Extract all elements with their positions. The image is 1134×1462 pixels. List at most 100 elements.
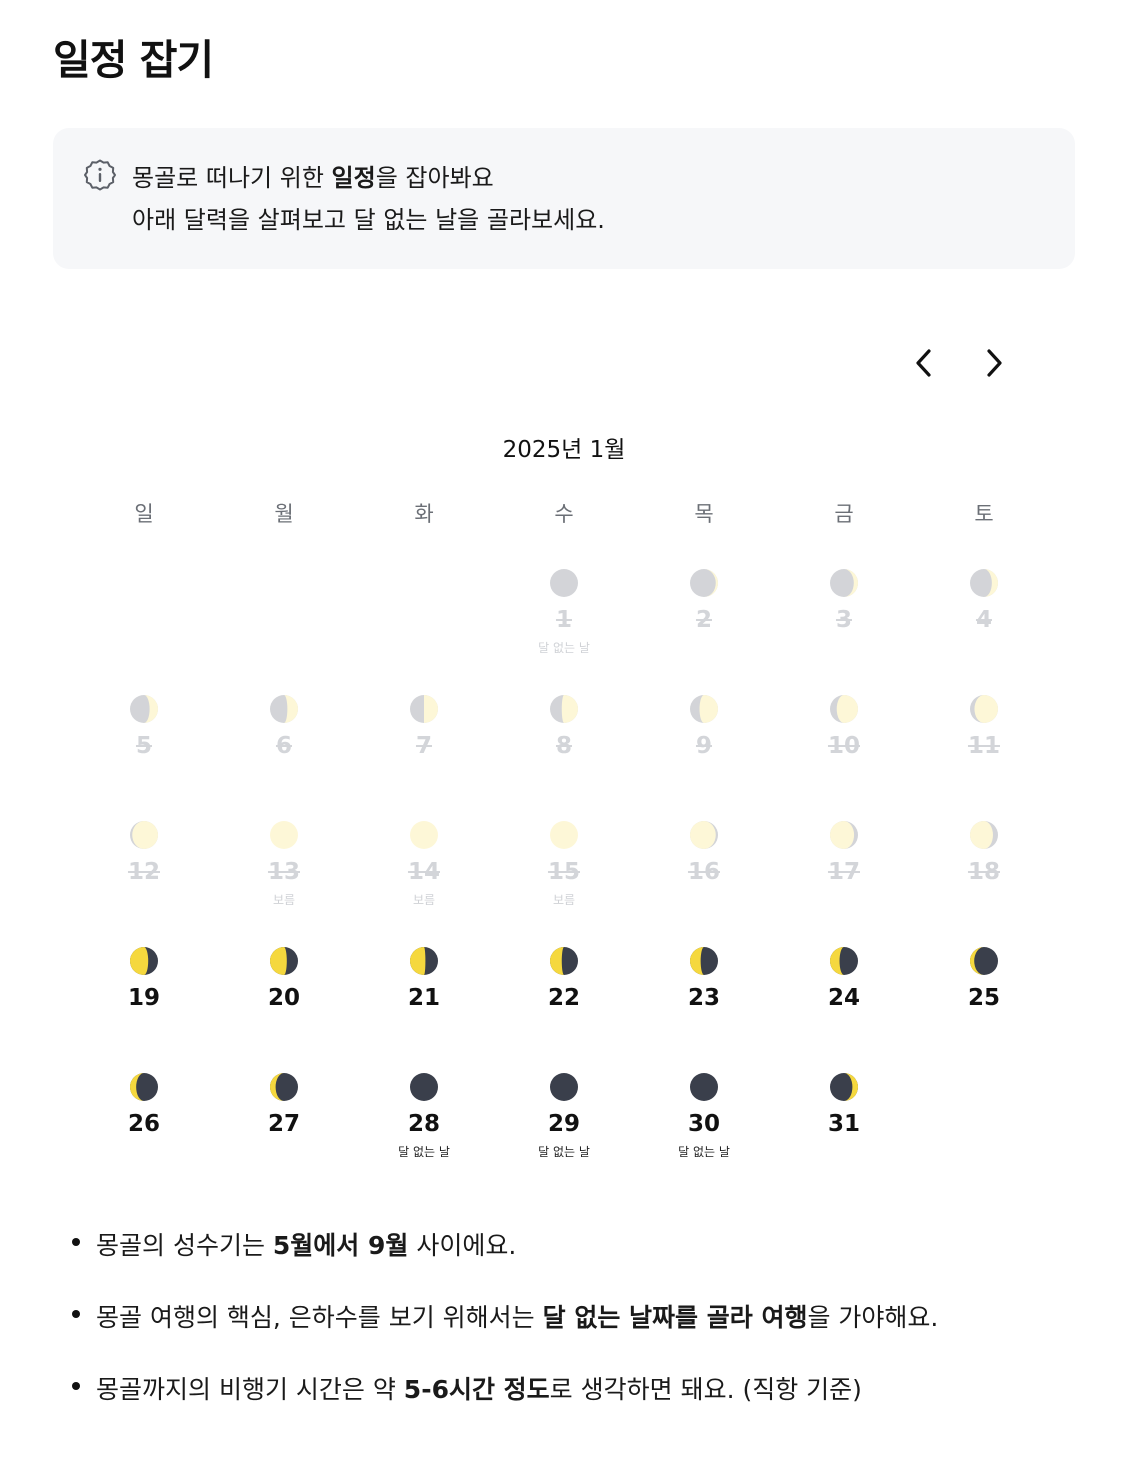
- chevron-right-icon: [987, 349, 1002, 377]
- tip-text: 몽골의 성수기는 5월에서 9월 사이에요.: [96, 1226, 516, 1262]
- tip-segment: 을 가야해요.: [807, 1303, 939, 1332]
- moon-phase-icon: [410, 695, 438, 723]
- calendar-day-20[interactable]: 20: [214, 938, 354, 1064]
- moon-phase-icon: [270, 695, 298, 723]
- info-line-1-segment: 일정: [331, 164, 376, 192]
- calendar-day-31[interactable]: 31: [774, 1064, 914, 1190]
- page-title: 일정 잡기: [53, 36, 214, 84]
- day-number: 11: [967, 733, 1000, 759]
- calendar-day-15: 15 보름: [494, 812, 634, 938]
- day-number: 28: [407, 1111, 440, 1137]
- calendar-day-22[interactable]: 22: [494, 938, 634, 1064]
- moon-phase-icon: [830, 569, 858, 597]
- day-number: 3: [835, 607, 852, 633]
- day-number: 2: [695, 607, 712, 633]
- moon-phase-icon: [690, 947, 718, 975]
- day-number: 27: [267, 1111, 300, 1137]
- info-banner: 몽골로 떠나기 위한 일정을 잡아봐요 아래 달력을 살펴보고 달 없는 날을 …: [53, 128, 1075, 269]
- calendar-day-11: 11: [914, 686, 1054, 812]
- calendar-day-21[interactable]: 21: [354, 938, 494, 1064]
- calendar-day-4: 4: [914, 560, 1054, 686]
- day-number: 4: [975, 607, 992, 633]
- bullet-dot: [72, 1310, 80, 1318]
- tip-segment: 사이에요.: [408, 1231, 517, 1260]
- calendar-day-5: 5: [74, 686, 214, 812]
- calendar-day-10: 10: [774, 686, 914, 812]
- moon-phase-icon: [270, 821, 298, 849]
- moon-phase-icon: [550, 947, 578, 975]
- day-number: 23: [687, 985, 720, 1011]
- day-number: 18: [967, 859, 1000, 885]
- weekday-label: 월: [274, 502, 294, 526]
- moon-phase-icon: [830, 821, 858, 849]
- day-number: 31: [827, 1111, 860, 1137]
- moon-phase-icon: [830, 1073, 858, 1101]
- day-number: 22: [547, 985, 580, 1011]
- day-number: 17: [827, 859, 860, 885]
- moon-phase-icon: [830, 695, 858, 723]
- calendar-day-17: 17: [774, 812, 914, 938]
- info-line-1-segment: 몽골로 떠나기 위한: [132, 164, 332, 192]
- moon-phase-icon: [130, 947, 158, 975]
- calendar-day-8: 8: [494, 686, 634, 812]
- weekday-label: 화: [414, 502, 434, 526]
- tip-text: 몽골 여행의 핵심, 은하수를 보기 위해서는 달 없는 날짜를 골라 여행을 …: [96, 1298, 938, 1334]
- calendar-day-27[interactable]: 27: [214, 1064, 354, 1190]
- moon-phase-icon: [410, 1073, 438, 1101]
- info-line-1-segment: 을 잡아봐요: [375, 164, 494, 192]
- tip-segment: 몽골까지의 비행기 시간은 약: [96, 1375, 404, 1404]
- calendar-day-14: 14 보름: [354, 812, 494, 938]
- weekday-label: 목: [694, 502, 714, 526]
- calendar-day-13: 13 보름: [214, 812, 354, 938]
- calendar-day-18: 18: [914, 812, 1054, 938]
- day-number: 13: [267, 859, 300, 885]
- info-line-2: 아래 달력을 살펴보고 달 없는 날을 골라보세요.: [132, 206, 605, 234]
- moon-phase-icon: [130, 695, 158, 723]
- calendar-day-6: 6: [214, 686, 354, 812]
- day-number: 30: [687, 1111, 720, 1137]
- moon-phase-icon: [550, 1073, 578, 1101]
- day-number: 26: [127, 1111, 160, 1137]
- weekday-label: 토: [974, 502, 994, 526]
- info-icon: [84, 159, 116, 191]
- day-number: 24: [827, 985, 860, 1011]
- info-line-1: 몽골로 떠나기 위한 일정을 잡아봐요: [132, 158, 494, 193]
- moon-phase-icon: [270, 1073, 298, 1101]
- moon-phase-icon: [550, 821, 578, 849]
- moon-phase-icon: [410, 821, 438, 849]
- calendar-day-28[interactable]: 28 달 없는 날: [354, 1064, 494, 1190]
- bullet-dot: [72, 1382, 80, 1390]
- tip-segment: 몽골의 성수기는: [96, 1231, 273, 1260]
- calendar-day-26[interactable]: 26: [74, 1064, 214, 1190]
- calendar-day-24[interactable]: 24: [774, 938, 914, 1064]
- day-note: 보름: [412, 893, 436, 907]
- moon-phase-icon: [690, 695, 718, 723]
- tip-segment: 5-6시간 정도: [403, 1375, 550, 1404]
- calendar-day-2: 2: [634, 560, 774, 686]
- next-month-button[interactable]: [974, 343, 1014, 383]
- day-number: 15: [547, 859, 580, 885]
- calendar-day-19[interactable]: 19: [74, 938, 214, 1064]
- moon-phase-icon: [970, 947, 998, 975]
- prev-month-button[interactable]: [904, 343, 944, 383]
- moon-phase-icon: [690, 569, 718, 597]
- calendar-day-29[interactable]: 29 달 없는 날: [494, 1064, 634, 1190]
- day-number: 29: [547, 1111, 580, 1137]
- calendar-day-9: 9: [634, 686, 774, 812]
- chevron-left-icon: [916, 349, 931, 377]
- weekday-label: 금: [834, 502, 854, 526]
- calendar-day-25[interactable]: 25: [914, 938, 1054, 1064]
- tip-segment: 몽골 여행의 핵심, 은하수를 보기 위해서는: [96, 1303, 543, 1332]
- moon-phase-icon: [550, 569, 578, 597]
- day-note: 보름: [272, 893, 296, 907]
- calendar-day-30[interactable]: 30 달 없는 날: [634, 1064, 774, 1190]
- calendar-day-23[interactable]: 23: [634, 938, 774, 1064]
- moon-phase-icon: [970, 569, 998, 597]
- tip-segment: 달 없는 날짜를 골라 여행: [542, 1303, 808, 1332]
- calendar-day-7: 7: [354, 686, 494, 812]
- day-number: 25: [967, 985, 1000, 1011]
- day-number: 10: [827, 733, 860, 759]
- bullet-dot: [72, 1238, 80, 1246]
